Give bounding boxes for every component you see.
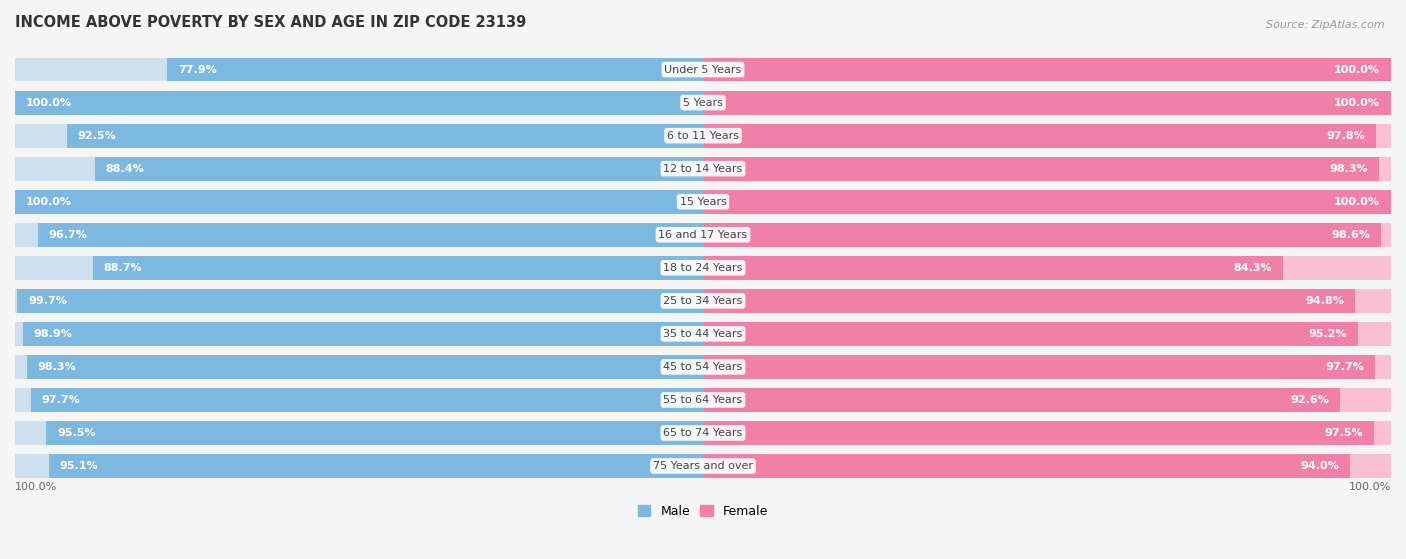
Bar (15, 454, 703, 478)
Text: 55 to 64 Years: 55 to 64 Years (664, 395, 742, 405)
Text: 98.9%: 98.9% (34, 329, 73, 339)
Text: 97.7%: 97.7% (42, 395, 80, 405)
Text: 95.2%: 95.2% (1309, 329, 1347, 339)
Bar (15, 91, 703, 115)
Bar (703, 256, 1391, 280)
Bar (703, 355, 1375, 379)
Bar (703, 124, 1391, 148)
Text: 97.5%: 97.5% (1324, 428, 1362, 438)
Text: 98.6%: 98.6% (1331, 230, 1371, 240)
Text: 95.1%: 95.1% (59, 461, 98, 471)
Bar (703, 223, 1381, 247)
Bar (15, 388, 703, 412)
Bar (15, 322, 703, 346)
Text: 100.0%: 100.0% (1334, 98, 1381, 108)
Text: 5 Years: 5 Years (683, 98, 723, 108)
Bar (703, 454, 1350, 478)
Text: 12 to 14 Years: 12 to 14 Years (664, 164, 742, 174)
Bar (703, 289, 1355, 312)
Bar (17, 289, 703, 312)
Bar (703, 157, 1391, 181)
Bar (703, 322, 1391, 346)
Bar (15, 223, 703, 247)
Text: 95.5%: 95.5% (58, 428, 96, 438)
Text: 35 to 44 Years: 35 to 44 Years (664, 329, 742, 339)
Bar (703, 58, 1391, 82)
Text: 25 to 34 Years: 25 to 34 Years (664, 296, 742, 306)
Text: 94.8%: 94.8% (1305, 296, 1344, 306)
Bar (703, 421, 1391, 445)
Bar (703, 157, 1379, 181)
Bar (703, 289, 1391, 312)
Text: 65 to 74 Years: 65 to 74 Years (664, 428, 742, 438)
Text: 100.0%: 100.0% (15, 481, 58, 491)
Bar (703, 58, 1391, 82)
Text: 92.6%: 92.6% (1291, 395, 1329, 405)
Bar (167, 58, 703, 82)
Bar (31, 388, 703, 412)
Text: 15 Years: 15 Years (679, 197, 727, 207)
Bar (15, 355, 703, 379)
Bar (703, 190, 1391, 214)
Bar (703, 322, 1358, 346)
Text: 18 to 24 Years: 18 to 24 Years (664, 263, 742, 273)
Text: 100.0%: 100.0% (1334, 65, 1381, 74)
Text: 100.0%: 100.0% (25, 98, 72, 108)
Text: 96.7%: 96.7% (49, 230, 87, 240)
Text: 100.0%: 100.0% (25, 197, 72, 207)
Text: 45 to 54 Years: 45 to 54 Years (664, 362, 742, 372)
Text: 92.5%: 92.5% (77, 131, 117, 141)
Bar (46, 421, 703, 445)
Bar (703, 355, 1391, 379)
Text: 100.0%: 100.0% (1348, 481, 1391, 491)
Bar (15, 124, 703, 148)
Text: 77.9%: 77.9% (179, 65, 217, 74)
Bar (15, 256, 703, 280)
Bar (15, 58, 703, 82)
Bar (703, 91, 1391, 115)
Bar (703, 388, 1340, 412)
Bar (15, 157, 703, 181)
Legend: Male, Female: Male, Female (633, 500, 773, 523)
Text: INCOME ABOVE POVERTY BY SEX AND AGE IN ZIP CODE 23139: INCOME ABOVE POVERTY BY SEX AND AGE IN Z… (15, 15, 526, 30)
Text: Under 5 Years: Under 5 Years (665, 65, 741, 74)
Bar (66, 124, 703, 148)
Text: 88.7%: 88.7% (104, 263, 142, 273)
Text: 100.0%: 100.0% (1334, 197, 1381, 207)
Bar (15, 421, 703, 445)
Bar (703, 124, 1376, 148)
Bar (15, 190, 703, 214)
Bar (703, 421, 1374, 445)
Text: 94.0%: 94.0% (1301, 461, 1339, 471)
Text: 16 and 17 Years: 16 and 17 Years (658, 230, 748, 240)
Bar (703, 256, 1284, 280)
Text: Source: ZipAtlas.com: Source: ZipAtlas.com (1267, 20, 1385, 30)
Text: 88.4%: 88.4% (105, 164, 145, 174)
Bar (22, 322, 703, 346)
Bar (703, 223, 1391, 247)
Text: 99.7%: 99.7% (28, 296, 67, 306)
Text: 84.3%: 84.3% (1233, 263, 1272, 273)
Bar (15, 91, 703, 115)
Bar (93, 256, 703, 280)
Text: 97.7%: 97.7% (1326, 362, 1364, 372)
Text: 97.8%: 97.8% (1326, 131, 1365, 141)
Bar (15, 190, 703, 214)
Text: 75 Years and over: 75 Years and over (652, 461, 754, 471)
Bar (38, 223, 703, 247)
Text: 6 to 11 Years: 6 to 11 Years (666, 131, 740, 141)
Bar (15, 289, 703, 312)
Text: 98.3%: 98.3% (38, 362, 76, 372)
Bar (703, 91, 1391, 115)
Bar (94, 157, 703, 181)
Bar (49, 454, 703, 478)
Bar (703, 388, 1391, 412)
Bar (703, 190, 1391, 214)
Bar (27, 355, 703, 379)
Bar (703, 454, 1391, 478)
Text: 98.3%: 98.3% (1330, 164, 1368, 174)
